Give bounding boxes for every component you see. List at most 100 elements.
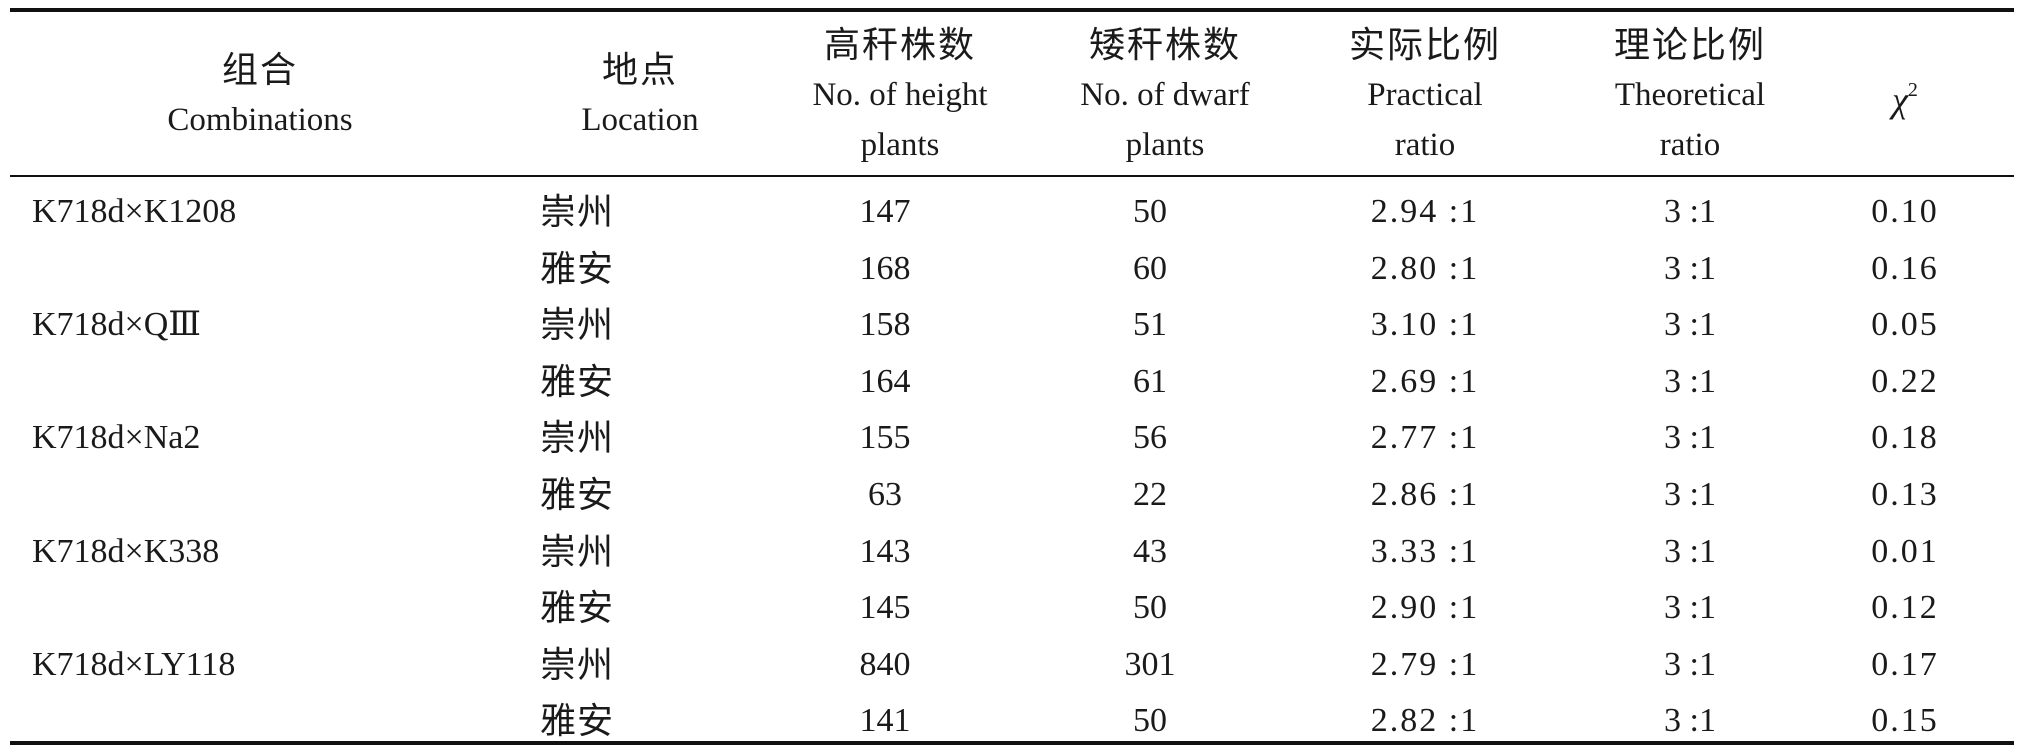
table-row: 雅安 168 60 2.80 :1 3 :1 0.16 bbox=[10, 241, 2014, 297]
table-bottom-rule bbox=[10, 741, 2014, 745]
height-plants-cell: 164 bbox=[859, 362, 911, 400]
header-location-zh: 地点 bbox=[601, 50, 678, 90]
table-top-rule bbox=[10, 8, 2014, 12]
location-cell: 雅安 bbox=[540, 588, 615, 629]
chi-square-cell: 0.15 bbox=[1871, 702, 1939, 740]
table-row: K718d×LY118 崇州 840 301 2.79 :1 3 :1 0.17 bbox=[10, 637, 2014, 693]
practical-ratio-cell: 2.94 :1 bbox=[1370, 193, 1480, 230]
header-height-en1: No. of height bbox=[812, 77, 988, 113]
header-practical-en2: ratio bbox=[1394, 127, 1456, 163]
height-plants-cell: 63 bbox=[868, 476, 902, 513]
header-location-en: Location bbox=[581, 102, 699, 138]
height-plants-cell: 840 bbox=[859, 645, 911, 683]
theoretical-ratio-cell: 3 :1 bbox=[1664, 249, 1716, 287]
header-theoretical-ratio: 理论比例 Theoretical ratio bbox=[1570, 16, 1810, 174]
practical-ratio-cell: 2.90 :1 bbox=[1370, 589, 1480, 627]
dwarf-plants-cell: 43 bbox=[1133, 532, 1167, 570]
combination-cell: K718d×QⅢ bbox=[32, 306, 202, 344]
dwarf-plants-cell: 22 bbox=[1133, 476, 1167, 513]
height-plants-cell: 147 bbox=[859, 193, 911, 230]
header-chi-square: χ2 bbox=[1820, 16, 1990, 174]
chi-square-symbol: χ2 bbox=[1892, 65, 1918, 125]
table-row: K718d×QⅢ 崇州 158 51 3.10 :1 3 :1 0.05 bbox=[10, 297, 2014, 353]
height-plants-cell: 155 bbox=[859, 419, 911, 457]
combination-cell: K718d×K338 bbox=[32, 532, 220, 570]
chi-square-cell: 0.12 bbox=[1871, 589, 1939, 627]
header-practical-ratio: 实际比例 Practical ratio bbox=[1300, 16, 1550, 174]
location-cell: 崇州 bbox=[540, 305, 615, 346]
dwarf-plants-cell: 51 bbox=[1133, 306, 1167, 344]
theoretical-ratio-cell: 3 :1 bbox=[1664, 193, 1716, 230]
location-cell: 雅安 bbox=[540, 475, 615, 515]
dwarf-plants-cell: 301 bbox=[1124, 645, 1176, 683]
table-row: 雅安 164 61 2.69 :1 3 :1 0.22 bbox=[10, 354, 2014, 410]
practical-ratio-cell: 2.80 :1 bbox=[1370, 249, 1480, 287]
dwarf-plants-cell: 50 bbox=[1133, 589, 1167, 627]
header-dwarf-en1: No. of dwarf bbox=[1080, 77, 1250, 113]
location-cell: 崇州 bbox=[540, 418, 615, 459]
table-row: 雅安 141 50 2.82 :1 3 :1 0.15 bbox=[10, 693, 2014, 749]
location-cell: 崇州 bbox=[540, 531, 615, 572]
chi-square-cell: 0.13 bbox=[1871, 476, 1939, 513]
table-row: K718d×K1208 崇州 147 50 2.94 :1 3 :1 0.10 bbox=[10, 184, 2014, 240]
header-height-plants: 高秆株数 No. of height plants bbox=[770, 16, 1030, 174]
chi-square-cell: 0.17 bbox=[1871, 645, 1939, 683]
header-theoretical-zh: 理论比例 bbox=[1613, 25, 1766, 65]
location-cell: 雅安 bbox=[540, 701, 615, 742]
header-combination-zh: 组合 bbox=[221, 50, 298, 90]
chi-superscript: 2 bbox=[1907, 79, 1918, 101]
dwarf-plants-cell: 50 bbox=[1133, 702, 1167, 740]
practical-ratio-cell: 3.33 :1 bbox=[1370, 532, 1480, 570]
practical-ratio-cell: 2.79 :1 bbox=[1370, 645, 1480, 683]
height-plants-cell: 145 bbox=[859, 589, 911, 627]
header-location: 地点 Location bbox=[530, 16, 750, 174]
chi-square-cell: 0.05 bbox=[1871, 306, 1939, 344]
table-row: 雅安 63 22 2.86 :1 3 :1 0.13 bbox=[10, 467, 2014, 523]
header-dwarf-plants: 矮秆株数 No. of dwarf plants bbox=[1035, 16, 1295, 174]
chi-square-cell: 0.10 bbox=[1871, 193, 1939, 230]
combination-cell: K718d×LY118 bbox=[32, 645, 236, 683]
theoretical-ratio-cell: 3 :1 bbox=[1664, 532, 1716, 570]
chi-square-cell: 0.16 bbox=[1871, 249, 1939, 287]
header-height-zh: 高秆株数 bbox=[823, 25, 976, 65]
chi-symbol: χ bbox=[1892, 80, 1908, 120]
theoretical-ratio-cell: 3 :1 bbox=[1664, 645, 1716, 683]
practical-ratio-cell: 2.77 :1 bbox=[1370, 419, 1480, 457]
theoretical-ratio-cell: 3 :1 bbox=[1664, 589, 1716, 627]
combination-cell: K718d×K1208 bbox=[32, 193, 237, 230]
practical-ratio-cell: 2.69 :1 bbox=[1370, 362, 1480, 400]
practical-ratio-cell: 2.86 :1 bbox=[1370, 476, 1480, 513]
header-dwarf-zh: 矮秆株数 bbox=[1088, 25, 1241, 65]
height-plants-cell: 141 bbox=[859, 702, 911, 740]
header-height-en2: plants bbox=[860, 127, 940, 163]
height-plants-cell: 158 bbox=[859, 306, 911, 344]
height-plants-cell: 168 bbox=[859, 249, 911, 287]
height-plants-cell: 143 bbox=[859, 532, 911, 570]
theoretical-ratio-cell: 3 :1 bbox=[1664, 419, 1716, 457]
location-cell: 雅安 bbox=[540, 361, 615, 402]
dwarf-plants-cell: 60 bbox=[1133, 249, 1167, 287]
header-theoretical-en2: ratio bbox=[1659, 127, 1721, 163]
dwarf-plants-cell: 56 bbox=[1133, 419, 1167, 457]
dwarf-plants-cell: 61 bbox=[1133, 362, 1167, 400]
dwarf-plants-cell: 50 bbox=[1133, 193, 1167, 230]
combination-cell: K718d×Na2 bbox=[32, 419, 201, 457]
theoretical-ratio-cell: 3 :1 bbox=[1664, 702, 1716, 740]
practical-ratio-cell: 2.82 :1 bbox=[1370, 702, 1480, 740]
location-cell: 雅安 bbox=[540, 248, 615, 289]
location-cell: 崇州 bbox=[540, 644, 615, 685]
chi-square-cell: 0.22 bbox=[1871, 362, 1939, 400]
header-combination: 组合 Combinations bbox=[50, 16, 470, 174]
header-practical-zh: 实际比例 bbox=[1348, 25, 1501, 65]
header-theoretical-en1: Theoretical bbox=[1614, 77, 1766, 113]
header-combination-en: Combinations bbox=[167, 102, 353, 138]
theoretical-ratio-cell: 3 :1 bbox=[1664, 362, 1716, 400]
theoretical-ratio-cell: 3 :1 bbox=[1664, 476, 1716, 513]
table-header-rule bbox=[10, 175, 2014, 177]
header-dwarf-en2: plants bbox=[1125, 127, 1205, 163]
table-row: K718d×K338 崇州 143 43 3.33 :1 3 :1 0.01 bbox=[10, 524, 2014, 580]
chi-square-cell: 0.01 bbox=[1871, 532, 1939, 570]
chi-square-cell: 0.18 bbox=[1871, 419, 1939, 457]
practical-ratio-cell: 3.10 :1 bbox=[1370, 306, 1480, 344]
location-cell: 崇州 bbox=[540, 192, 615, 232]
